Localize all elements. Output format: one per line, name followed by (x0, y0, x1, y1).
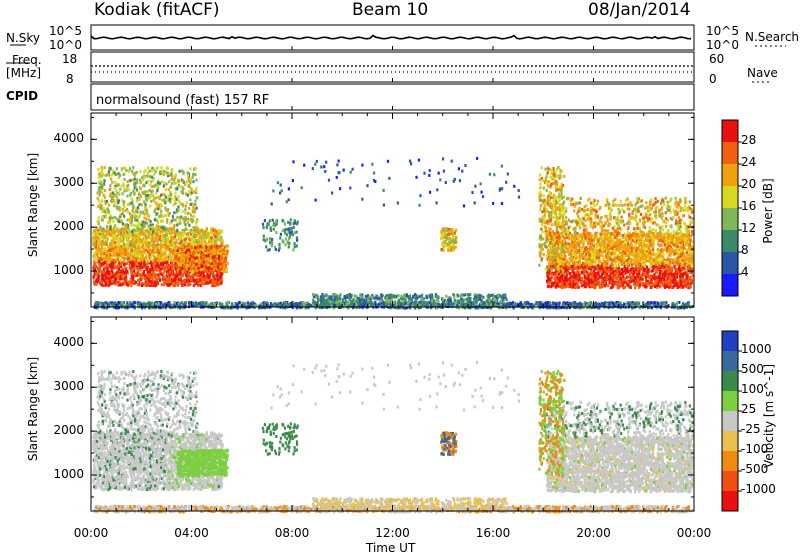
power-colorbar-tick: 24 (741, 156, 756, 168)
power-colorbar (722, 120, 742, 296)
power-panel (92, 157, 694, 310)
y-tick-label: 2000 (53, 220, 84, 232)
y-tick-label: 3000 (53, 380, 84, 392)
nsky-tick-low: 10^0 (49, 39, 82, 51)
power-colorbar-segment (722, 120, 738, 142)
freq-tick-low: 8 (66, 73, 74, 85)
freq-panel (91, 52, 694, 82)
cpid-text: normalsound (fast) 157 RF (96, 94, 269, 107)
nave-label: Nave (747, 67, 778, 79)
x-tick-label: 16:00 (476, 527, 511, 539)
velocity-colorbar-tick: -1000 (741, 483, 776, 495)
power-colorbar-tick: 20 (741, 178, 756, 190)
power-colorbar-segment (722, 142, 738, 164)
velocity-colorbar-tick: 100 (741, 383, 764, 395)
y-tick-label: 4000 (53, 132, 84, 144)
x-tick-label: 08:00 (275, 527, 310, 539)
cpid-label: CPID (6, 90, 38, 102)
y-tick-label: 1000 (53, 264, 84, 276)
power-colorbar-segment (722, 274, 738, 296)
x-tick-label: 12:00 (375, 527, 410, 539)
power-ylabel: Slant Range [km] (27, 150, 39, 260)
nsky-label: N.Sky (6, 32, 40, 44)
x-tick-label: 00:00 (677, 527, 712, 539)
power-colorbar-tick: 12 (741, 222, 756, 234)
nsearch-label: N.Search (745, 31, 799, 43)
freq-label: Freq. (12, 54, 42, 66)
power-colorbar-tick: 16 (741, 200, 756, 212)
y-tick-label: 4000 (53, 336, 84, 348)
velocity-ylabel: Slant Range [km] (27, 354, 39, 464)
power-colorbar-segment (722, 208, 738, 230)
velocity-colorbar-segment (722, 451, 738, 471)
velocity-colorbar-tick: -500 (741, 463, 768, 475)
velocity-colorbar-tick: 25 (741, 403, 756, 415)
velocity-panel (92, 361, 694, 514)
velocity-colorbar-segment (722, 391, 738, 411)
velocity-colorbar-tick: 500 (741, 363, 764, 375)
power-colorbar-segment (722, 186, 738, 208)
freq-tick-high: 18 (62, 53, 77, 65)
freq-unit: [MHz] (6, 67, 41, 79)
power-colorbar-tick: 28 (741, 134, 756, 146)
power-colorbar-segment (722, 230, 738, 252)
beam-title: Beam 10 (352, 2, 428, 19)
station-title: Kodiak (fitACF) (94, 2, 220, 19)
velocity-colorbar-segment (722, 331, 738, 351)
power-colorbar-segment (722, 252, 738, 274)
power-colorbar-segment (722, 164, 738, 186)
nave-tick-low: 0 (709, 73, 717, 85)
velocity-colorbar-segment (722, 371, 738, 391)
nsearch-tick-low: 10^0 (706, 39, 739, 51)
velocity-colorbar-segment (722, 431, 738, 451)
nsky-trace (91, 36, 691, 39)
velocity-colorbar-segment (722, 471, 738, 491)
date-title: 08/Jan/2014 (588, 2, 691, 19)
y-tick-label: 2000 (53, 424, 84, 436)
velocity-colorbar-segment (722, 351, 738, 371)
velocity-colorbar-tick: 1000 (741, 343, 772, 355)
nsky-tick-high: 10^5 (49, 25, 82, 37)
velocity-colorbar-tick: -100 (741, 443, 768, 455)
x-tick-label: 00:00 (74, 527, 109, 539)
velocity-colorbar-segment (722, 491, 738, 511)
nsearch-tick-high: 10^5 (706, 25, 739, 37)
power-colorbar-tick: 4 (741, 266, 749, 278)
velocity-colorbar (722, 331, 742, 511)
y-tick-label: 1000 (53, 468, 84, 480)
velocity-colorbar-segment (722, 411, 738, 431)
y-tick-label: 3000 (53, 176, 84, 188)
x-tick-label: 20:00 (576, 527, 611, 539)
power-cbar-label: Power [dB] (762, 171, 774, 251)
x-tick-label: 04:00 (174, 527, 209, 539)
nave-tick-high: 60 (709, 53, 724, 65)
x-axis-title: Time UT (366, 542, 415, 554)
power-colorbar-tick: 8 (741, 244, 749, 256)
velocity-colorbar-tick: -25 (741, 423, 761, 435)
